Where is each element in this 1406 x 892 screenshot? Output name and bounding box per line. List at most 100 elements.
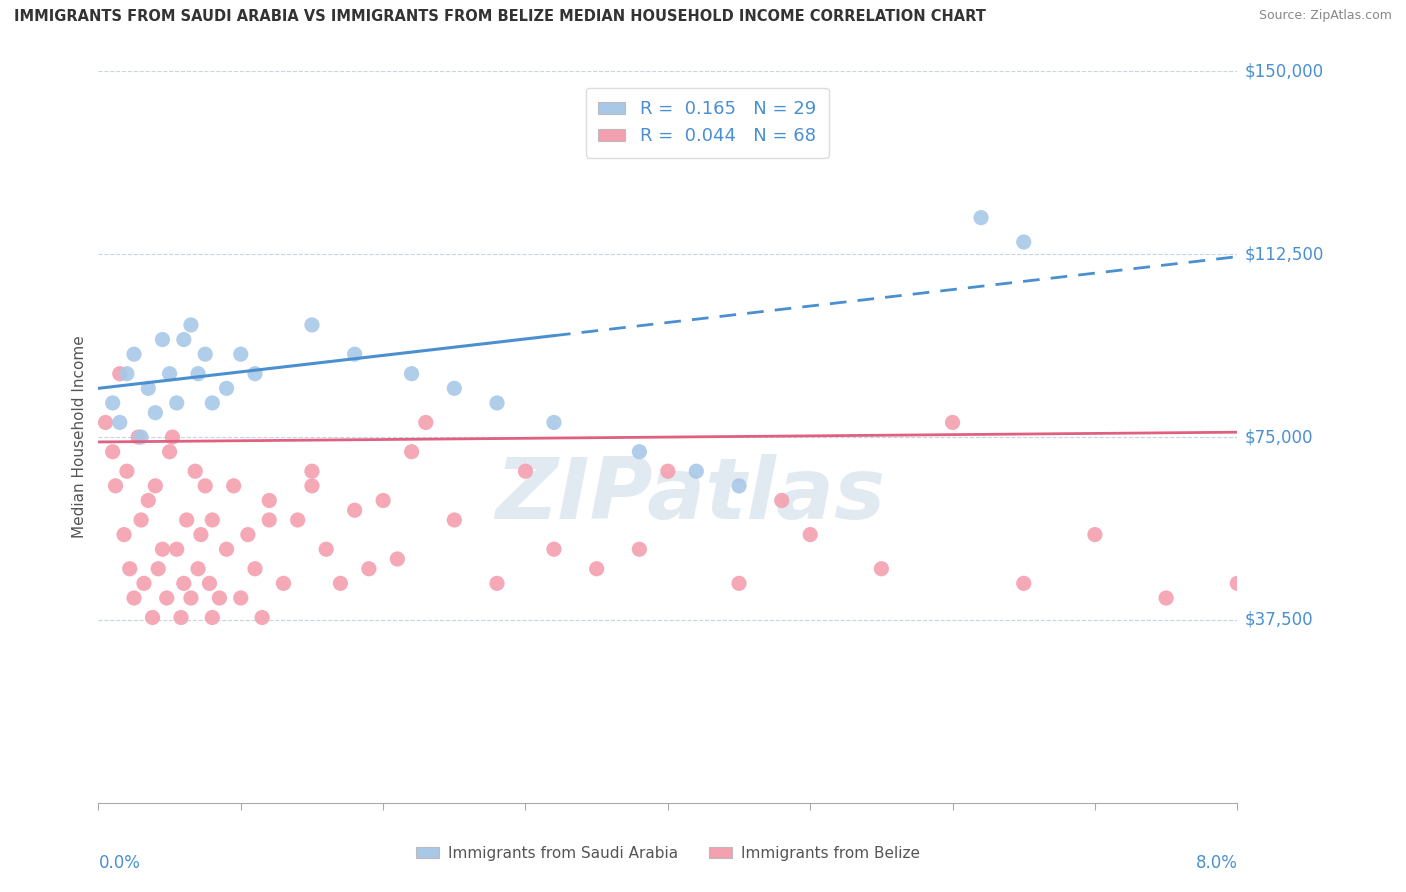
Point: [122, 347, 145, 361]
Point: [145, 479, 167, 493]
Text: 0.0%: 0.0%: [98, 854, 141, 872]
Point: [148, 562, 170, 576]
Point: [166, 542, 188, 557]
Point: [194, 479, 217, 493]
Point: [94, 416, 117, 430]
Point: [685, 464, 707, 478]
Point: [101, 396, 124, 410]
Text: $75,000: $75,000: [1244, 428, 1313, 446]
Point: [1084, 527, 1107, 541]
Point: [357, 562, 380, 576]
Point: [515, 464, 537, 478]
Point: [259, 493, 281, 508]
Text: IMMIGRANTS FROM SAUDI ARABIA VS IMMIGRANTS FROM BELIZE MEDIAN HOUSEHOLD INCOME C: IMMIGRANTS FROM SAUDI ARABIA VS IMMIGRAN…: [14, 9, 986, 24]
Point: [176, 513, 198, 527]
Text: $112,500: $112,500: [1244, 245, 1324, 263]
Point: [287, 513, 309, 527]
Point: [115, 367, 138, 381]
Point: [728, 576, 751, 591]
Point: [443, 381, 465, 395]
Point: [159, 367, 181, 381]
Point: [187, 562, 209, 576]
Point: [343, 503, 366, 517]
Point: [486, 396, 509, 410]
Point: [401, 444, 423, 458]
Point: [942, 416, 965, 430]
Point: [628, 542, 651, 557]
Point: [229, 591, 252, 605]
Point: [486, 576, 509, 591]
Point: [173, 576, 195, 591]
Text: $37,500: $37,500: [1244, 611, 1313, 629]
Point: [315, 542, 337, 557]
Point: [145, 406, 167, 420]
Point: [371, 493, 394, 508]
Point: [870, 562, 893, 576]
Point: [136, 493, 159, 508]
Point: [129, 513, 152, 527]
Point: [222, 479, 245, 493]
Point: [343, 347, 366, 361]
Point: [170, 610, 193, 624]
Point: [799, 527, 821, 541]
Point: [657, 464, 679, 478]
Point: [122, 591, 145, 605]
Point: [301, 318, 323, 332]
Point: [152, 542, 174, 557]
Point: [585, 562, 607, 576]
Point: [162, 430, 184, 444]
Point: [127, 430, 149, 444]
Text: Source: ZipAtlas.com: Source: ZipAtlas.com: [1258, 9, 1392, 22]
Point: [159, 444, 181, 458]
Point: [243, 562, 266, 576]
Point: [141, 610, 163, 624]
Point: [236, 527, 259, 541]
Point: [229, 347, 252, 361]
Point: [198, 576, 221, 591]
Point: [1012, 235, 1035, 249]
Point: [184, 464, 207, 478]
Point: [273, 576, 295, 591]
Point: [108, 416, 131, 430]
Point: [101, 444, 124, 458]
Point: [301, 479, 323, 493]
Point: [301, 464, 323, 478]
Point: [118, 562, 141, 576]
Point: [970, 211, 993, 225]
Point: [190, 527, 212, 541]
Point: [628, 444, 651, 458]
Point: [180, 591, 202, 605]
Point: [156, 591, 179, 605]
Point: [152, 333, 174, 347]
Point: [132, 576, 155, 591]
Point: [1226, 576, 1249, 591]
Point: [166, 396, 188, 410]
Point: [201, 610, 224, 624]
Text: ZIPatlas: ZIPatlas: [495, 454, 886, 537]
Y-axis label: Median Household Income: Median Household Income: [72, 335, 87, 539]
Point: [543, 416, 565, 430]
Point: [728, 479, 751, 493]
Point: [215, 381, 238, 395]
Point: [259, 513, 281, 527]
Point: [208, 591, 231, 605]
Legend: Immigrants from Saudi Arabia, Immigrants from Belize: Immigrants from Saudi Arabia, Immigrants…: [408, 838, 928, 868]
Point: [215, 542, 238, 557]
Point: [770, 493, 793, 508]
Point: [201, 513, 224, 527]
Point: [194, 347, 217, 361]
Text: $150,000: $150,000: [1244, 62, 1323, 80]
Text: 8.0%: 8.0%: [1195, 854, 1237, 872]
Point: [1012, 576, 1035, 591]
Point: [104, 479, 127, 493]
Point: [1154, 591, 1177, 605]
Point: [173, 333, 195, 347]
Point: [112, 527, 135, 541]
Point: [443, 513, 465, 527]
Point: [108, 367, 131, 381]
Point: [115, 464, 138, 478]
Point: [187, 367, 209, 381]
Point: [250, 610, 273, 624]
Point: [180, 318, 202, 332]
Point: [243, 367, 266, 381]
